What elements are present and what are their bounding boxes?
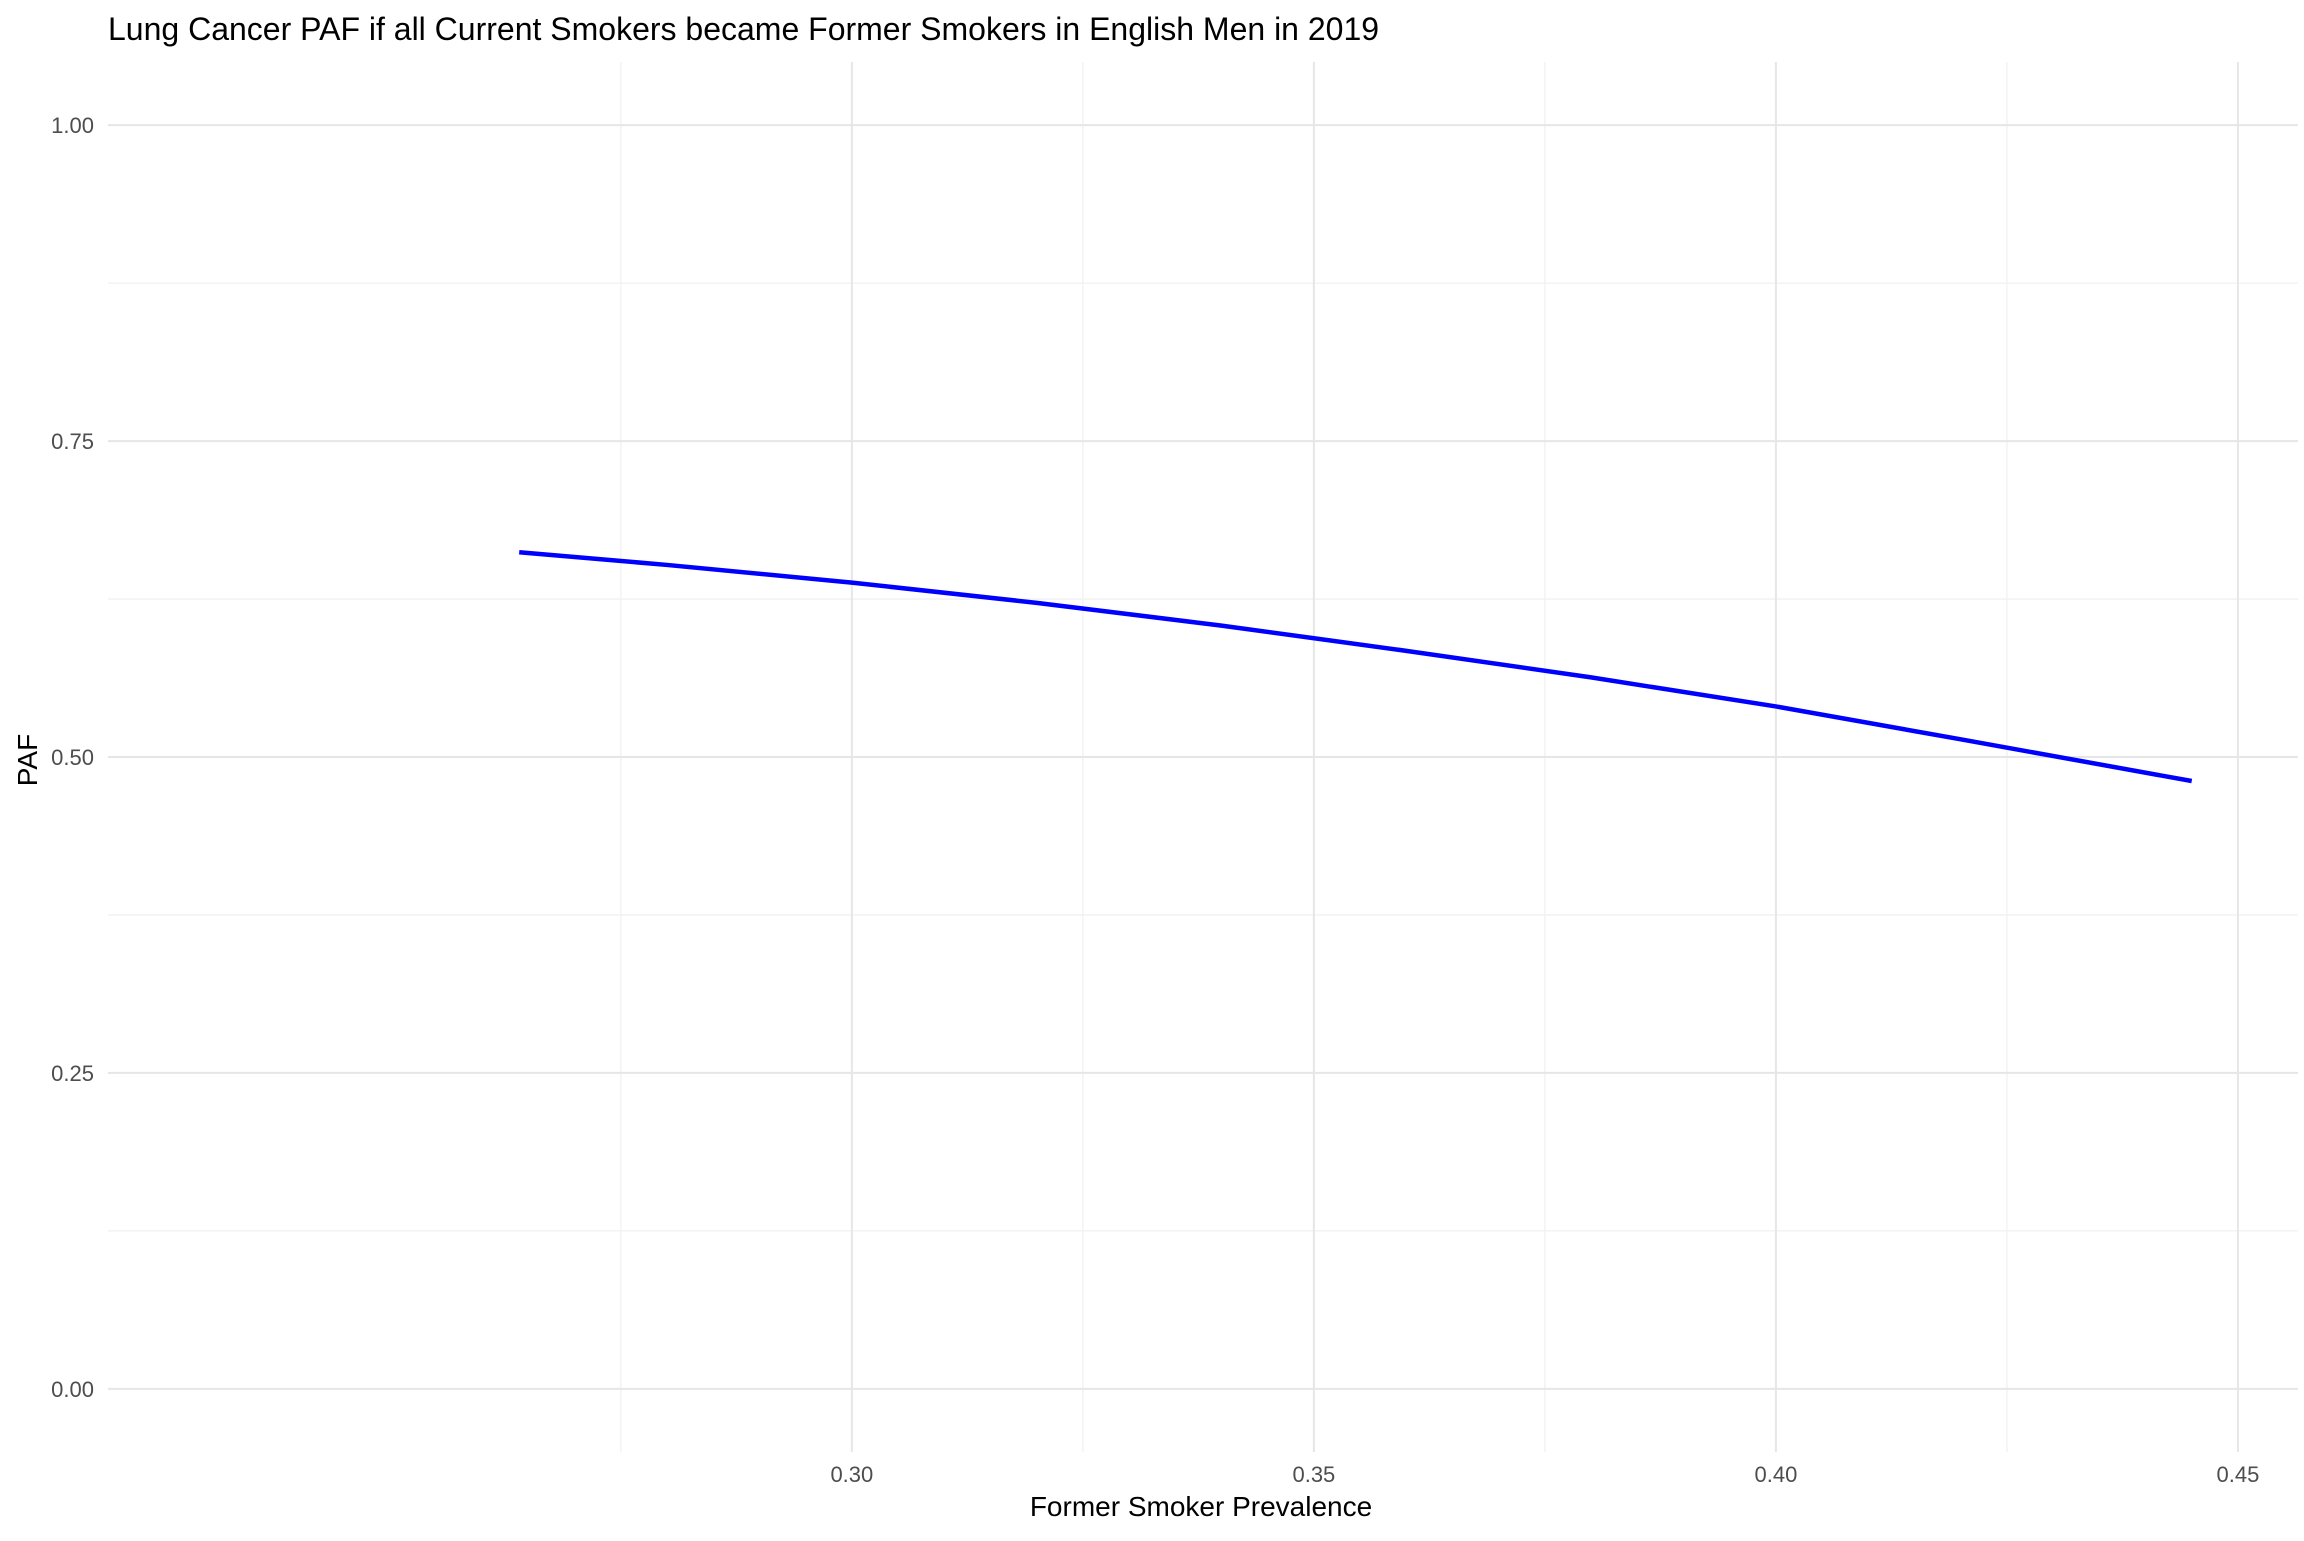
series-layer: [519, 550, 2193, 784]
x-axis-ticks: 0.30 0.35 0.40 0.45: [830, 1462, 2259, 1487]
y-tick-label-4: 1.00: [51, 113, 94, 138]
y-tick-label-3: 0.75: [51, 429, 94, 454]
x-tick-label-3: 0.45: [2217, 1462, 2260, 1487]
x-tick-label-1: 0.35: [1292, 1462, 1335, 1487]
major-gridlines: [108, 62, 2298, 1452]
x-axis-label: Former Smoker Prevalence: [1030, 1491, 1372, 1522]
y-axis-label: PAF: [12, 734, 43, 786]
minor-gridlines: [108, 62, 2298, 1452]
y-tick-label-0: 0.00: [51, 1377, 94, 1402]
y-axis-ticks: 0.00 0.25 0.50 0.75 1.00: [51, 113, 94, 1402]
x-tick-label-2: 0.40: [1754, 1462, 1797, 1487]
series-line-0: [519, 550, 2193, 784]
x-tick-label-0: 0.30: [830, 1462, 873, 1487]
chart-title: Lung Cancer PAF if all Current Smokers b…: [108, 11, 1379, 47]
y-tick-label-1: 0.25: [51, 1061, 94, 1086]
y-tick-label-2: 0.50: [51, 745, 94, 770]
